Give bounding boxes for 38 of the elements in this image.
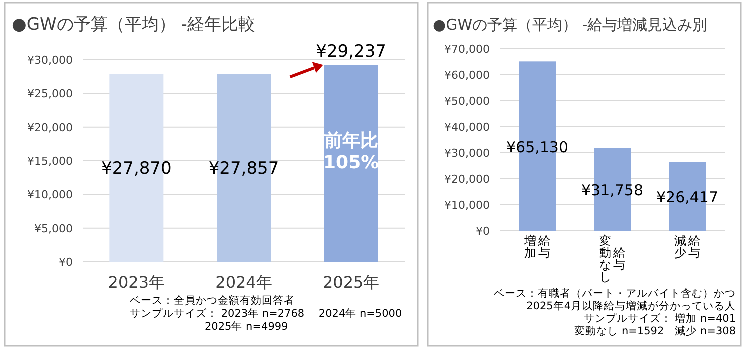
y-tick-label: ¥60,000 bbox=[444, 69, 490, 82]
data-label: ¥65,130 bbox=[506, 138, 569, 156]
text: サンプルサイズ： 増加 n=401 bbox=[584, 312, 736, 325]
text: 2025年4月以降給与増減が分かっている人 bbox=[526, 300, 736, 312]
data-label: ¥26,417 bbox=[656, 188, 719, 207]
x-tick-label: 給与減少 bbox=[674, 234, 700, 260]
x-tick-label: 給与増加 bbox=[524, 234, 550, 260]
x-tick-label: 給与変動なし bbox=[600, 234, 626, 284]
text: ベース：有職者（パート・アルバイト含む）かつ bbox=[494, 287, 736, 300]
y-tick-label: ¥20,000 bbox=[28, 121, 73, 134]
y-tick-label: ¥70,000 bbox=[444, 43, 490, 56]
y-tick-label: ¥25,000 bbox=[28, 88, 73, 101]
data-label: ¥27,870 bbox=[102, 159, 172, 180]
text: ベース：全員かつ金額有効回答者 bbox=[130, 294, 295, 307]
y-tick-label: ¥40,000 bbox=[444, 121, 490, 134]
bar bbox=[324, 65, 378, 262]
y-tick-label: ¥0 bbox=[59, 256, 73, 269]
data-label: ¥31,758 bbox=[581, 182, 644, 200]
y-tick-label: ¥10,000 bbox=[444, 199, 490, 212]
y-tick-label: ¥30,000 bbox=[444, 147, 490, 160]
x-tick-label: 2024年 bbox=[216, 273, 272, 292]
x-tick-label: 2025年 bbox=[322, 273, 380, 292]
text: サンプルサイズ： 2023年 n=2768 2024年 n=5000 bbox=[130, 307, 402, 320]
annotation: 前年比105% bbox=[323, 130, 380, 174]
chart-title: ●GWの予算（平均） -給与増減見込み別 bbox=[433, 16, 708, 34]
y-tick-label: ¥0 bbox=[476, 225, 490, 238]
chart-title: ●GWの予算（平均） -経年比較 bbox=[12, 15, 256, 35]
y-tick-label: ¥20,000 bbox=[444, 173, 490, 186]
y-tick-label: ¥10,000 bbox=[28, 188, 73, 202]
y-tick-label: ¥15,000 bbox=[28, 155, 73, 168]
y-tick-label: ¥5,000 bbox=[34, 222, 73, 236]
y-tick-label: ¥50,000 bbox=[444, 95, 490, 108]
y-tick-label: ¥30,000 bbox=[28, 54, 73, 67]
text: 2025年 n=4999 bbox=[205, 321, 288, 333]
x-tick-label: 2023年 bbox=[108, 273, 166, 292]
data-label: ¥27,857 bbox=[208, 159, 280, 180]
data-label: ¥29,237 bbox=[316, 42, 386, 62]
text: 変動なし n=1592 減少 n=308 bbox=[574, 324, 736, 338]
